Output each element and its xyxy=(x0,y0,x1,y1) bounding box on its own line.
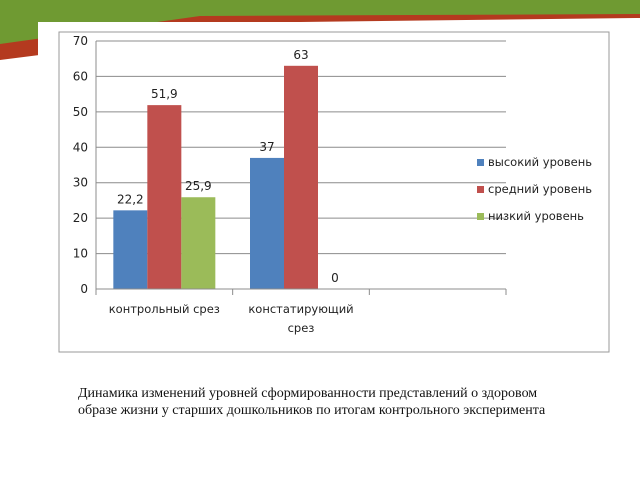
category-label: срез xyxy=(288,321,315,335)
category-label: контрольный срез xyxy=(109,302,220,316)
data-label: 22,2 xyxy=(117,192,144,206)
data-label: 63 xyxy=(293,48,308,62)
chart: 0 10 20 30 40 50 60 70 22,2 51,9 25,9 37 63 0 контро… xyxy=(38,22,612,365)
bar xyxy=(181,197,216,289)
decor-green-band xyxy=(0,0,640,44)
legend-label: низкий уровень xyxy=(488,209,584,223)
bar xyxy=(284,65,318,289)
bar-chart: 0 10 20 30 40 50 60 70 22,2 51,9 25,9 37 63 0 контро… xyxy=(58,31,610,353)
y-tick-label: 40 xyxy=(73,140,88,154)
axes xyxy=(95,41,507,295)
bar xyxy=(113,210,148,289)
legend-label: средний уровень xyxy=(488,182,592,196)
bars xyxy=(113,65,318,289)
legend-swatch xyxy=(477,186,484,193)
legend: высокий уровень средний уровень низкий уро… xyxy=(477,155,592,223)
y-tick-label: 70 xyxy=(73,34,88,48)
category-labels: контрольный срез констатирующий срез xyxy=(109,302,354,335)
data-label: 25,9 xyxy=(185,179,212,193)
y-tick-label: 30 xyxy=(73,176,88,190)
y-tick-label: 20 xyxy=(73,211,88,225)
data-label: 0 xyxy=(331,271,339,285)
bar xyxy=(147,105,182,289)
y-tick-label: 0 xyxy=(80,282,88,296)
legend-swatch xyxy=(477,213,484,220)
data-label: 37 xyxy=(259,140,274,154)
data-label: 51,9 xyxy=(151,87,178,101)
slide-decoration xyxy=(0,0,640,60)
y-tick-label: 10 xyxy=(73,247,88,261)
y-tick-label: 50 xyxy=(73,105,88,119)
legend-label: высокий уровень xyxy=(488,155,592,169)
chart-border xyxy=(58,31,610,353)
y-tick-label: 60 xyxy=(73,69,88,83)
data-labels: 22,2 51,9 25,9 37 63 0 xyxy=(117,48,339,285)
chart-caption: Динамика изменений уровней сформированно… xyxy=(78,386,546,418)
y-axis-ticks: 0 10 20 30 40 50 60 70 xyxy=(73,34,88,296)
category-label: констатирующий xyxy=(248,302,353,316)
legend-swatch xyxy=(477,159,484,166)
bar xyxy=(250,157,284,289)
